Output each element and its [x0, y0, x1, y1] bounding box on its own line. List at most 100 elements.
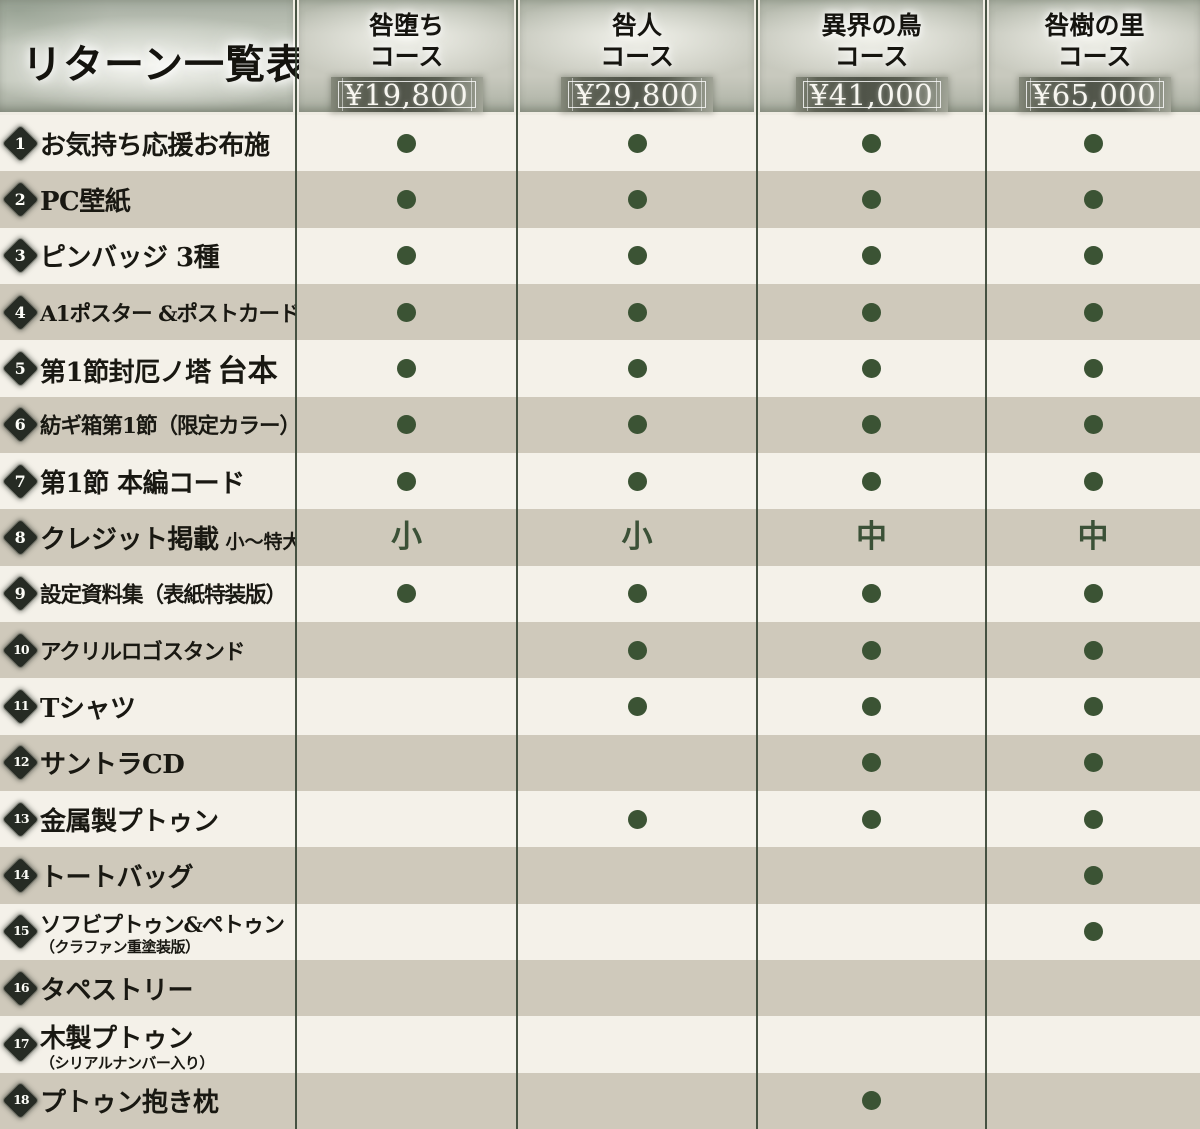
course-price-badge: ¥29,800 — [561, 77, 713, 112]
course-value-cell — [296, 847, 517, 903]
course-value-cell — [986, 735, 1200, 791]
course-value-cell — [757, 847, 986, 903]
diamond-badge-icon: 2 — [2, 181, 38, 218]
course-value-cell — [757, 1073, 986, 1129]
course-value-cell — [757, 622, 986, 678]
course-value-cell — [757, 171, 986, 227]
diamond-badge-icon: 6 — [2, 407, 38, 443]
included-dot-icon — [397, 358, 416, 378]
included-dot-icon — [627, 189, 647, 209]
reward-label-cell: 11 Tシャツ — [0, 678, 296, 734]
course-value-cell — [517, 791, 757, 847]
course-value-cell — [517, 735, 757, 791]
course-value-cell — [757, 791, 986, 847]
course-value-cell — [517, 340, 757, 396]
reward-label-cell: 6 紡ギ箱第1節（限定カラー） — [0, 397, 296, 453]
reward-label: Tシャツ — [40, 693, 136, 724]
course-value-cell — [986, 453, 1200, 509]
reward-label-cell: 1 お気持ち応援お布施 — [0, 115, 296, 171]
included-dot-icon — [627, 133, 647, 153]
column-separator-line — [516, 0, 518, 1129]
reward-number: 2 — [14, 189, 26, 209]
course-value-cell — [757, 115, 986, 171]
included-dot-icon — [1083, 865, 1103, 885]
diamond-badge-icon: 3 — [2, 238, 38, 274]
course-value-cell — [986, 622, 1200, 678]
included-dot-icon — [627, 584, 647, 604]
course-value-cell — [986, 284, 1200, 340]
course-price-badge: ¥41,000 — [795, 77, 948, 112]
diamond-badge-icon: 17 — [2, 1026, 38, 1063]
course-value-cell — [517, 960, 757, 1016]
reward-label-cell: 4 A1ポスター &ポストカード — [0, 284, 296, 340]
course-name: 咎樹の里 コース — [1044, 11, 1145, 71]
included-dot-icon — [397, 246, 416, 266]
course-header-cell: 異界の鳥 コース ¥41,000 — [757, 0, 986, 115]
number-badge: 7 — [0, 463, 40, 499]
reward-number: 5 — [14, 358, 26, 378]
reward-label: サントラCD — [40, 750, 185, 781]
table-row: 9 設定資料集（表紙特装版） — [0, 565, 1200, 622]
reward-number: 8 — [14, 527, 26, 547]
table-body: 1 お気持ち応援お布施 2 PC壁紙 — [0, 115, 1200, 1129]
reward-label: アクリルロゴスタンド — [40, 639, 245, 665]
course-value-cell — [296, 340, 517, 396]
reward-label-cell: 10 アクリルロゴスタンド — [0, 622, 296, 678]
number-badge: 15 — [0, 914, 40, 950]
table-row: 12 サントラCD — [0, 734, 1200, 791]
table-row: 2 PC壁紙 — [0, 171, 1200, 228]
included-dot-icon — [1083, 584, 1103, 604]
course-price-badge: ¥65,000 — [1018, 77, 1171, 112]
course-value-cell — [986, 228, 1200, 284]
course-value-cell — [986, 115, 1200, 171]
course-value-cell — [517, 397, 757, 453]
course-name: 咎人 コース — [600, 11, 674, 71]
diamond-badge-icon: 10 — [2, 632, 38, 668]
reward-number: 17 — [12, 1036, 28, 1052]
course-value-cell — [517, 622, 757, 678]
course-value-cell — [296, 735, 517, 791]
course-value-cell — [986, 960, 1200, 1016]
table-row: 10 アクリルロゴスタンド — [0, 621, 1200, 679]
reward-number: 6 — [14, 414, 26, 434]
table-row: 1 お気持ち応援お布施 — [0, 115, 1200, 172]
number-badge: 8 — [0, 519, 40, 556]
column-separator-line — [295, 0, 297, 1129]
table-row: 13 金属製プトゥン — [0, 790, 1200, 848]
included-dot-icon — [397, 189, 416, 209]
course-value-cell — [296, 904, 517, 960]
included-dot-icon — [862, 246, 881, 266]
course-value-cell — [517, 847, 757, 903]
reward-label-cell: 18 プトゥン抱き枕 — [0, 1073, 296, 1129]
diamond-badge-icon: 14 — [2, 857, 38, 894]
number-badge: 17 — [0, 1026, 40, 1063]
included-dot-icon — [397, 471, 416, 491]
included-dot-icon — [1083, 246, 1103, 266]
included-dot-icon — [862, 358, 881, 378]
diamond-badge-icon: 4 — [2, 294, 38, 330]
course-value-cell — [986, 847, 1200, 903]
course-value-cell — [517, 453, 757, 509]
reward-number: 14 — [12, 867, 28, 883]
included-dot-icon — [1083, 189, 1103, 209]
table-row: 14 トートバッグ — [0, 847, 1200, 904]
reward-label-emphasis: 台本 — [217, 354, 278, 390]
course-header-block: 咎人 コース ¥29,800 — [520, 0, 754, 112]
included-dot-icon — [627, 246, 647, 266]
course-value-cell: 中 — [757, 509, 986, 565]
credit-size-text: 中 — [1077, 518, 1109, 555]
reward-number: 10 — [12, 641, 28, 657]
diamond-badge-icon: 9 — [2, 576, 38, 612]
course-value-cell — [757, 678, 986, 734]
reward-number: 16 — [12, 979, 28, 995]
number-badge: 3 — [0, 238, 40, 274]
included-dot-icon — [1083, 809, 1103, 829]
reward-label-cell: 8 クレジット掲載 小〜特大 — [0, 509, 296, 565]
number-badge: 12 — [0, 745, 40, 781]
course-value-cell: 小 — [296, 509, 517, 565]
reward-label: A1ポスター &ポストカード — [40, 301, 296, 327]
included-dot-icon — [627, 302, 647, 322]
reward-label-cell: 9 設定資料集（表紙特装版） — [0, 566, 296, 622]
reward-number: 13 — [12, 810, 28, 826]
course-value-cell — [296, 1016, 517, 1072]
